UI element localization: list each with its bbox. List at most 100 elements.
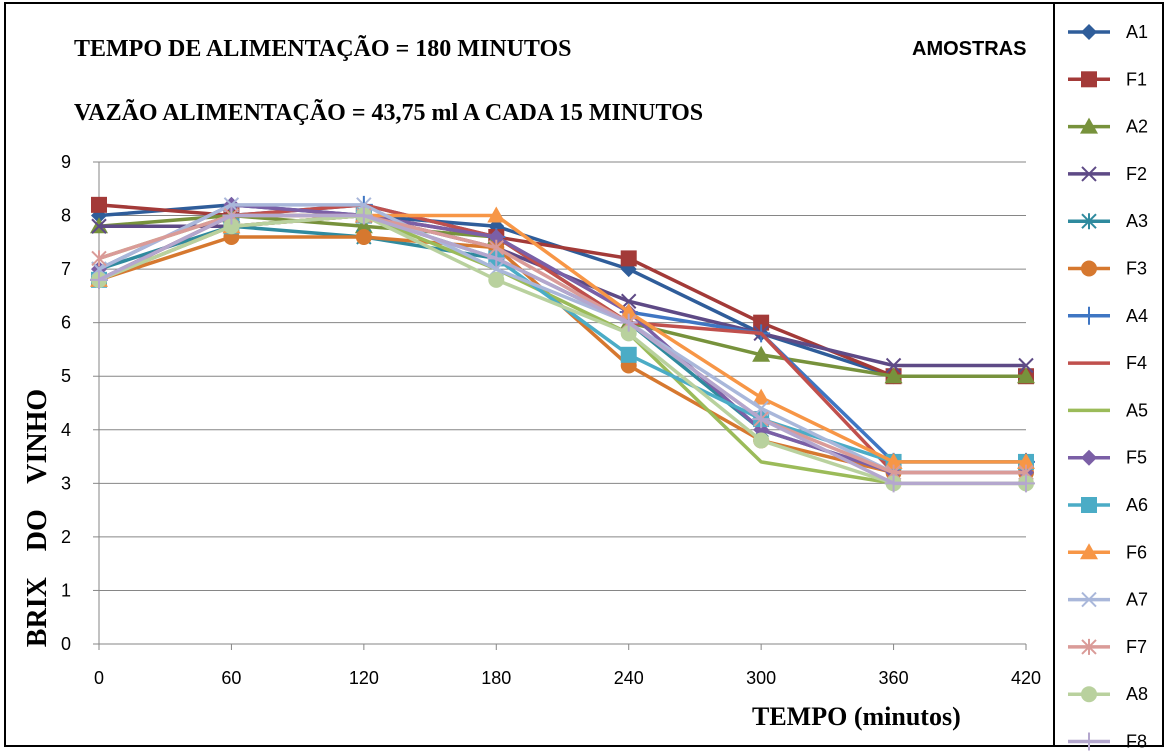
- series-f3: [91, 228, 1034, 481]
- data-point-f1: [620, 250, 637, 267]
- data-point-f2: [91, 218, 107, 234]
- data-point-f2: [621, 293, 637, 309]
- data-point-f6: [619, 302, 638, 319]
- y-tick-label: 2: [61, 527, 71, 547]
- data-point-f2: [885, 357, 902, 374]
- legend-label-f8: F8: [1126, 732, 1147, 751]
- legend-marker-a2: [1080, 117, 1098, 134]
- legend-item-a8: A8: [1068, 684, 1148, 704]
- data-point-f5: [488, 228, 505, 245]
- series-line-a8: [98, 213, 1026, 486]
- series-line-f8: [98, 213, 1026, 486]
- data-point-f8: [1017, 474, 1035, 493]
- y-tick-label: 1: [61, 580, 71, 600]
- legend-marker-a6: [1081, 497, 1097, 513]
- data-point-f6: [1017, 452, 1035, 469]
- legend-item-f2: F2: [1068, 164, 1147, 184]
- legend-label-a6: A6: [1126, 495, 1148, 515]
- legend-label-a8: A8: [1126, 684, 1148, 704]
- legend-label-f4: F4: [1126, 353, 1147, 373]
- legend-item-a6: A6: [1068, 495, 1148, 515]
- series-line-a4: [98, 203, 1026, 464]
- data-point-a8: [620, 325, 637, 342]
- y-tick-label: 6: [61, 313, 71, 333]
- legend-item-a4: A4: [1068, 306, 1148, 326]
- legend-label-a3: A3: [1126, 211, 1148, 231]
- x-tick-label: 180: [481, 668, 511, 688]
- x-tick-label: 300: [746, 668, 776, 688]
- legend-label-f6: F6: [1126, 542, 1147, 562]
- legend-label-f2: F2: [1126, 164, 1147, 184]
- data-point-f8: [752, 410, 771, 429]
- legend-item-f5: F5: [1068, 448, 1147, 468]
- legend-item-a3: A3: [1068, 211, 1148, 231]
- legend-marker-a1: [1081, 24, 1097, 40]
- data-point-f8: [222, 206, 241, 225]
- data-point-a8: [223, 218, 240, 235]
- series-f8: [90, 206, 1035, 493]
- data-point-a6: [620, 346, 637, 363]
- series-line-f6: [98, 213, 1026, 464]
- legend-label-f5: F5: [1126, 448, 1147, 468]
- legend-item-a1: A1: [1068, 22, 1148, 42]
- y-tick-label: 9: [61, 152, 71, 172]
- data-point-f2: [1018, 357, 1034, 374]
- x-tick-label: 0: [94, 668, 104, 688]
- legend-title: AMOSTRAS: [912, 38, 1027, 60]
- legend-marker-a7: [1081, 591, 1097, 608]
- data-point-a2: [354, 217, 373, 234]
- data-point-a2: [752, 345, 771, 362]
- legend-marker-a4: [1080, 306, 1098, 325]
- x-axis-label: TEMPO (minutos): [752, 702, 961, 731]
- legend-marker-f5: [1081, 449, 1097, 466]
- legend-marker-f3: [1081, 260, 1097, 277]
- legend-label-a1: A1: [1126, 22, 1148, 42]
- legend-item-a2: A2: [1068, 117, 1148, 137]
- x-tick-label: 420: [1011, 668, 1041, 688]
- data-point-f6: [752, 388, 771, 405]
- legend-item-f6: F6: [1068, 542, 1147, 562]
- legend-marker-f8: [1080, 732, 1098, 751]
- data-point-a2: [1017, 367, 1035, 384]
- y-tick-label: 7: [61, 259, 71, 279]
- chart-title: TEMPO DE ALIMENTAÇÃO = 180 MINUTOS: [74, 36, 572, 62]
- series-line-f5: [98, 203, 1026, 475]
- legend-label-a7: A7: [1126, 590, 1148, 610]
- series-a5: [98, 213, 1026, 486]
- legend-item-f3: F3: [1068, 259, 1147, 279]
- legend-label-f1: F1: [1126, 69, 1147, 89]
- data-point-f6: [487, 206, 506, 223]
- legend-divider: [1053, 2, 1055, 747]
- x-tick-label: 360: [879, 668, 909, 688]
- series-a8: [91, 207, 1034, 492]
- y-tick-label: 3: [61, 473, 71, 493]
- data-point-f7: [91, 250, 107, 267]
- legend-label-a4: A4: [1126, 306, 1148, 326]
- x-tick-label: 240: [614, 668, 644, 688]
- series-line-a5: [98, 213, 1026, 486]
- data-point-f8: [354, 206, 373, 225]
- data-point-f6: [884, 452, 903, 469]
- x-tick-label: 120: [349, 668, 379, 688]
- legend-item-f4: F4: [1068, 353, 1147, 373]
- legend-item-f8: F8: [1068, 732, 1147, 751]
- data-point-f8: [90, 270, 108, 289]
- data-point-a2: [884, 367, 903, 384]
- legend-item-f1: F1: [1068, 69, 1147, 89]
- series-line-f4: [98, 203, 1026, 475]
- data-point-a8: [753, 432, 770, 449]
- legend-marker-f6: [1080, 543, 1098, 560]
- legend-marker-a8: [1081, 686, 1097, 703]
- series-line-f3: [98, 235, 1026, 475]
- y-tick-label: 0: [61, 634, 71, 654]
- legend-item-a5: A5: [1068, 400, 1148, 420]
- series-a3: [91, 218, 1034, 481]
- y-tick-label: 5: [61, 366, 71, 386]
- legend-marker-f2: [1081, 166, 1097, 182]
- legend-label-f7: F7: [1126, 637, 1147, 657]
- legend-label-f3: F3: [1126, 259, 1147, 279]
- series-line-a7: [98, 203, 1026, 475]
- data-point-a8: [488, 271, 505, 288]
- legend-marker-a3: [1081, 213, 1097, 230]
